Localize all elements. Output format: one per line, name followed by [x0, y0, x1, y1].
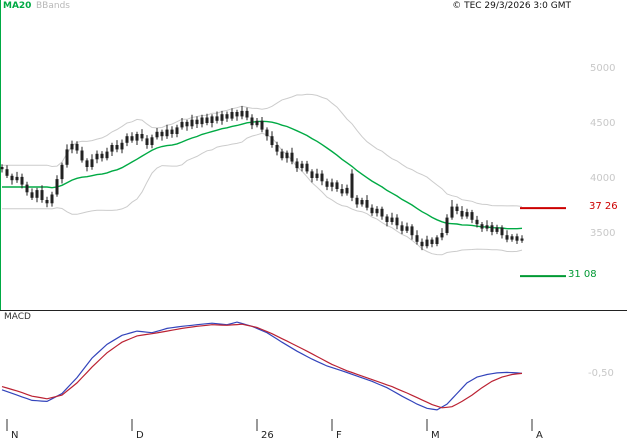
macd-panel-label: MACD	[4, 312, 31, 322]
macd-signal-line	[1, 323, 523, 409]
support-level-label: 31 08	[568, 269, 597, 280]
x-axis-label: M	[431, 430, 440, 440]
x-axis-label: D	[136, 430, 144, 440]
bbands-legend-label: BBands	[36, 1, 70, 11]
x-axis-label: 26	[261, 430, 274, 440]
x-axis-label: N	[11, 430, 18, 440]
macd-axis-label: -0,50	[588, 368, 614, 379]
price-axis-label: 3500	[590, 228, 615, 239]
ma20-legend-label: MA20	[3, 1, 32, 11]
x-axis-label: F	[336, 430, 342, 440]
copyright-text: © TEC 29/3/2026 3:0 GMT	[452, 1, 571, 11]
resistance-level-label: 37 26	[589, 201, 618, 212]
candlestick-series	[0, 106, 524, 251]
ma20-line	[2, 120, 523, 230]
bollinger-lower-band	[2, 132, 523, 256]
price-axis-label: 5000	[590, 63, 615, 74]
price-axis-label: 4500	[590, 118, 615, 129]
bollinger-upper-band	[2, 93, 523, 207]
x-axis-label: A	[536, 430, 543, 440]
price-axis-label: 4000	[590, 173, 615, 184]
macd-line	[1, 321, 523, 411]
